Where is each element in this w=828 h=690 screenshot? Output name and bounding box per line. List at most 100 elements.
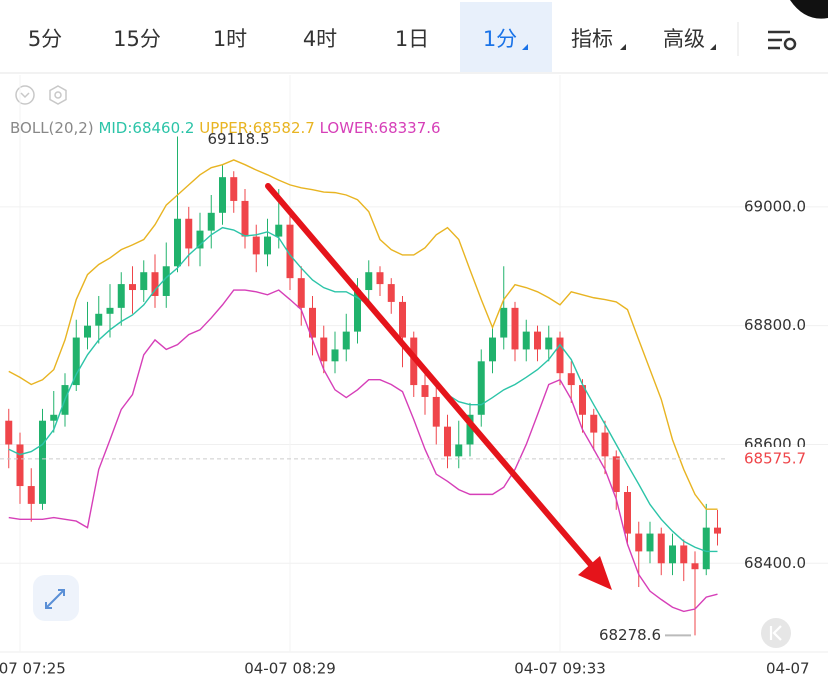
x-tick-label: 04-07 07:25 <box>0 660 66 678</box>
scroll-latest-button[interactable] <box>761 618 791 648</box>
x-tick-label: 04-07 <box>766 660 810 678</box>
band-line <box>8 289 718 613</box>
candle-body <box>567 373 575 386</box>
candle-body <box>646 533 654 552</box>
x-tick-label: 04-07 09:33 <box>514 660 606 678</box>
min-label: 68278.6 <box>599 626 661 644</box>
candle-body <box>387 284 395 302</box>
candle-body <box>196 230 204 249</box>
candle-body <box>354 290 361 332</box>
legend-entry: MID:68460.2 <box>98 119 194 137</box>
candle-body <box>534 331 541 350</box>
candle-body <box>669 545 676 564</box>
candle-body <box>680 545 688 564</box>
annotation-arrow <box>265 183 612 590</box>
candle-body <box>16 444 24 487</box>
candle-body <box>635 533 643 552</box>
candle-body <box>331 349 339 362</box>
candle-body <box>39 420 46 504</box>
candle-body <box>455 444 463 457</box>
candle-body <box>140 272 148 291</box>
expand-button[interactable] <box>33 575 79 621</box>
candle-body <box>421 385 429 397</box>
candle-body <box>117 284 125 308</box>
candle-body <box>5 420 13 445</box>
candle-body <box>252 236 260 255</box>
y-tick-label: 68800.0 <box>744 316 806 334</box>
candle-body <box>444 426 451 457</box>
candle-body <box>95 313 103 326</box>
candle-body <box>297 278 305 308</box>
candle-body <box>399 301 406 338</box>
candle-body <box>714 527 721 534</box>
x-tick-label: 04-07 08:29 <box>244 660 336 678</box>
candle-body <box>477 361 485 415</box>
candle-body <box>691 563 699 570</box>
candle-body <box>129 284 136 291</box>
band-line <box>8 159 718 510</box>
candle-body <box>612 456 620 492</box>
candle-body <box>556 337 564 374</box>
tab[interactable]: 1分 <box>483 27 517 51</box>
legend-entry: LOWER:68337.6 <box>320 119 441 137</box>
candle-body <box>72 337 80 386</box>
tab[interactable]: 高级 <box>663 27 705 51</box>
indicator-icons[interactable] <box>15 85 67 105</box>
legend-entry: UPPER:68582.7 <box>199 119 315 137</box>
candle-body <box>511 307 519 350</box>
candle-body <box>27 486 35 504</box>
toolbar <box>0 0 828 72</box>
candle-body <box>264 236 271 255</box>
last-price-label: 68575.7 <box>744 449 806 467</box>
overlay: 69118.5 68278.6 68575.7 <box>0 130 828 644</box>
candle-body <box>151 272 159 296</box>
candle-body <box>432 396 440 427</box>
candle-body <box>275 224 283 237</box>
tab[interactable]: 4时 <box>303 27 337 51</box>
tab[interactable]: 1时 <box>213 27 247 51</box>
indicator-label: BOLL(20,2) <box>10 119 94 137</box>
candle-body <box>320 337 328 362</box>
candle-body <box>590 414 598 433</box>
candle-body <box>522 331 530 350</box>
candle-body <box>545 337 553 350</box>
dropdown-caret <box>620 44 626 50</box>
candle-body <box>207 212 215 231</box>
corner-shadow <box>790 0 828 19</box>
tabs: 5分 15分 1时 4时 1日 1分 指标 高级 <box>28 27 705 51</box>
candle-body <box>230 177 238 201</box>
candle-body <box>241 200 249 237</box>
dropdown-caret <box>522 44 528 50</box>
y-tick-label: 68400.0 <box>744 554 806 572</box>
candle-body <box>624 491 631 534</box>
y-tick-label: 69000.0 <box>744 197 806 215</box>
band-line <box>8 226 718 553</box>
tab[interactable]: 5分 <box>28 27 62 51</box>
candle-body <box>657 533 665 564</box>
candle-body <box>185 218 193 249</box>
candle-body <box>466 414 474 445</box>
plot-area <box>5 136 721 636</box>
tab[interactable]: 指标 <box>571 27 613 51</box>
candle-body <box>376 272 384 285</box>
candle-body <box>579 385 586 415</box>
candle-body <box>601 432 609 457</box>
candle-body <box>500 307 508 338</box>
indicator-legend: BOLL(20,2) MID:68460.2 UPPER:68582.7 LOW… <box>10 119 441 137</box>
tab[interactable]: 15分 <box>113 27 161 51</box>
candle-body <box>84 325 91 338</box>
candle-body <box>702 527 710 570</box>
candle-body <box>106 307 114 314</box>
settings-icon[interactable] <box>768 30 797 51</box>
selected-tab-bg <box>460 2 552 72</box>
candle-body <box>342 331 350 350</box>
candle-body <box>174 218 181 267</box>
tab[interactable]: 1日 <box>395 27 429 51</box>
candle-body <box>365 272 373 291</box>
max-label: 69118.5 <box>208 130 270 148</box>
candle-body <box>219 177 226 213</box>
candle-body <box>309 307 316 338</box>
